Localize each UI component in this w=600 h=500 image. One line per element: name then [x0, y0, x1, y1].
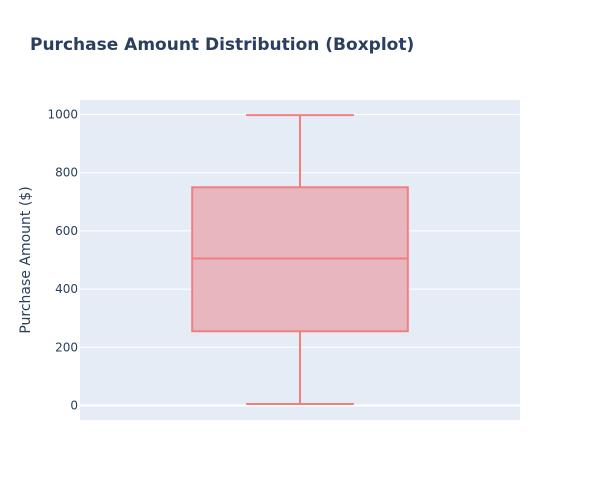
box-series	[191, 114, 409, 405]
y-axis-ticks: 0 200 400 600 800 1000	[47, 108, 78, 413]
y-tick-label: 400	[55, 282, 78, 296]
y-axis-title: Purchase Amount ($)	[18, 186, 34, 333]
y-tick-label: 0	[70, 398, 78, 412]
chart-title: Purchase Amount Distribution (Boxplot)	[30, 35, 414, 55]
y-tick-label: 200	[55, 340, 78, 354]
y-tick-label: 1000	[47, 108, 78, 122]
y-tick-label: 800	[55, 166, 78, 180]
y-tick-label: 600	[55, 224, 78, 238]
